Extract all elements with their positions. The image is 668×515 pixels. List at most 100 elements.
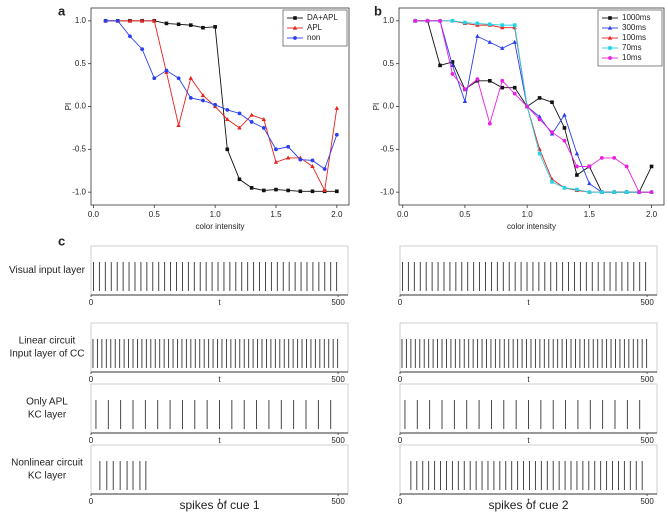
legend-label: APL xyxy=(307,23,323,32)
panel-letter: c xyxy=(58,233,65,248)
legend-label: 10ms xyxy=(622,53,642,62)
point xyxy=(274,187,278,192)
point xyxy=(286,188,290,193)
point xyxy=(225,108,230,112)
point xyxy=(310,158,315,163)
point xyxy=(237,125,242,130)
raster-frame xyxy=(90,245,349,296)
x-axis-label: t xyxy=(527,497,530,506)
panel-letter: b xyxy=(374,3,382,18)
point xyxy=(575,173,579,177)
point xyxy=(624,190,629,194)
point xyxy=(188,23,193,27)
point xyxy=(127,18,133,23)
point xyxy=(462,98,468,103)
x-tick-label: 0 xyxy=(398,436,403,445)
point xyxy=(298,157,303,162)
x-tick-label: 1.5 xyxy=(584,210,596,219)
y-tick-label: 0.0 xyxy=(383,102,395,111)
point xyxy=(201,98,205,103)
point xyxy=(298,189,303,194)
x-tick-label: 0.5 xyxy=(459,210,471,219)
point xyxy=(286,144,291,149)
point xyxy=(450,60,455,64)
x-axis-label: t xyxy=(527,298,530,307)
y-tick-label: -1.0 xyxy=(72,187,86,196)
y-tick-label: 1.0 xyxy=(383,16,395,25)
legend-label: non xyxy=(307,33,320,42)
point xyxy=(140,47,145,52)
x-tick-label: 500 xyxy=(331,497,345,506)
point xyxy=(562,126,567,130)
x-tick-label: 0 xyxy=(398,375,403,384)
legend-marker xyxy=(292,25,298,30)
legend-label: 100ms xyxy=(622,33,646,42)
y-tick-label: 0.0 xyxy=(75,102,87,111)
legend-marker xyxy=(608,46,612,50)
point xyxy=(624,164,629,169)
x-axis-label: t xyxy=(218,375,221,384)
x-axis-label: color intensity xyxy=(507,222,556,231)
legend-marker xyxy=(608,16,612,20)
point xyxy=(200,92,206,97)
legend-label: 1000ms xyxy=(622,13,650,22)
point xyxy=(587,190,592,194)
point xyxy=(322,188,327,193)
point xyxy=(310,189,315,194)
y-tick-label: 0.5 xyxy=(383,59,395,68)
y-axis-label: PI xyxy=(64,103,73,111)
point xyxy=(537,96,542,100)
point xyxy=(475,33,480,38)
y-axis-label: PI xyxy=(372,103,381,111)
point xyxy=(550,180,554,184)
y-tick-label: 1.0 xyxy=(75,16,87,25)
x-tick-label: 500 xyxy=(331,375,345,384)
point xyxy=(500,25,505,30)
point xyxy=(274,147,278,152)
point xyxy=(512,39,517,44)
point xyxy=(450,19,455,23)
point xyxy=(139,18,145,23)
x-tick-label: 500 xyxy=(331,298,345,307)
point xyxy=(450,72,455,76)
x-tick-label: 0.0 xyxy=(397,210,409,219)
point xyxy=(262,188,266,193)
x-tick-label: 0 xyxy=(89,298,94,307)
point xyxy=(612,190,617,194)
point xyxy=(335,189,339,194)
x-tick-label: 2.0 xyxy=(646,210,658,219)
point xyxy=(322,167,327,171)
y-tick-label: -1.0 xyxy=(380,187,394,196)
series-line xyxy=(415,20,652,193)
point xyxy=(188,96,193,100)
point xyxy=(500,23,505,27)
raster-frame xyxy=(90,444,349,495)
point xyxy=(487,121,492,126)
x-tick-label: 1.0 xyxy=(522,210,534,219)
point xyxy=(261,116,267,121)
point xyxy=(201,25,205,30)
point xyxy=(176,122,181,127)
point xyxy=(334,105,340,110)
point xyxy=(488,79,492,83)
point xyxy=(587,164,592,169)
x-tick-label: 500 xyxy=(331,436,345,445)
point xyxy=(438,63,442,68)
point xyxy=(237,111,242,116)
panel-letter: a xyxy=(58,3,66,18)
point xyxy=(575,164,579,169)
raster-frame xyxy=(399,245,658,296)
point xyxy=(562,186,567,190)
point xyxy=(463,87,467,92)
x-tick-label: 1.5 xyxy=(270,210,282,219)
point xyxy=(475,77,480,81)
point xyxy=(574,151,580,156)
row-label: KC layer xyxy=(28,410,67,421)
x-axis-label: t xyxy=(527,375,530,384)
legend-label: DA+APL xyxy=(307,13,338,22)
x-axis-label: t xyxy=(218,298,221,307)
point xyxy=(537,151,542,156)
point xyxy=(612,155,617,160)
legend-marker xyxy=(607,35,613,40)
point xyxy=(334,132,339,137)
